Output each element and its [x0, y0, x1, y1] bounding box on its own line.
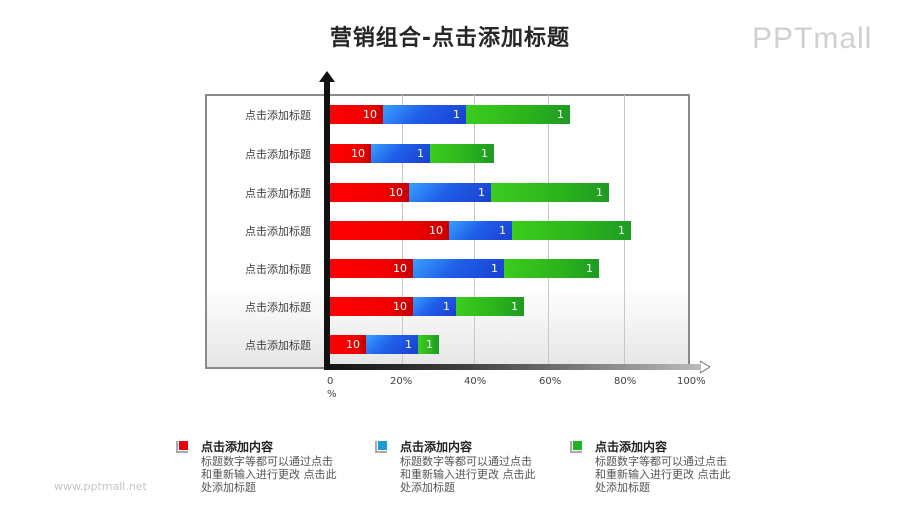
bar-segment-label: 1 — [481, 147, 488, 160]
legend-title: 点击添加内容 — [595, 440, 668, 454]
bar-segment-green[interactable]: 1 — [418, 335, 439, 354]
row-label: 点击添加标题 — [245, 148, 311, 161]
x-tick-20: 20% — [390, 376, 413, 387]
stacked-bar[interactable]: 10 1 1 — [330, 297, 524, 316]
row-label: 点击添加标题 — [245, 109, 311, 122]
bar-segment-label: 1 — [618, 224, 625, 237]
bar-segment-label: 1 — [426, 338, 433, 351]
bar-segment-green[interactable]: 1 — [512, 221, 631, 240]
row-label: 点击添加标题 — [245, 301, 311, 314]
stacked-bar[interactable]: 10 1 1 — [330, 183, 609, 202]
x-tick-80: 80% — [614, 376, 637, 387]
pptmall-logo: PPTmall — [752, 22, 873, 55]
bar-segment-label: 1 — [443, 300, 450, 313]
bar-segment-red[interactable]: 10 — [330, 259, 413, 278]
bar-segment-blue[interactable]: 1 — [409, 183, 491, 202]
bar-segment-label: 1 — [511, 300, 518, 313]
bar-segment-label: 1 — [557, 108, 564, 121]
x-tick-40: 40% — [464, 376, 487, 387]
bar-segment-green[interactable]: 1 — [456, 297, 524, 316]
legend-description: 标题数字等都可以通过点击和重新输入进行更改 点击此处添加标题 — [201, 455, 337, 494]
bar-segment-green[interactable]: 1 — [466, 105, 570, 124]
row-label: 点击添加标题 — [245, 339, 311, 352]
stacked-bar[interactable]: 10 1 1 — [330, 144, 494, 163]
bar-segment-label: 10 — [346, 338, 360, 351]
footer-url: www.pptmall.net — [54, 480, 147, 493]
bar-segment-blue[interactable]: 1 — [366, 335, 418, 354]
legend-swatch-green-icon — [570, 441, 582, 453]
x-tick-100: 100% — [677, 376, 706, 387]
bar-segment-label: 1 — [405, 338, 412, 351]
bar-segment-red[interactable]: 10 — [330, 297, 413, 316]
bar-segment-label: 1 — [453, 108, 460, 121]
bar-segment-blue[interactable]: 1 — [413, 297, 456, 316]
bar-segment-label: 10 — [393, 300, 407, 313]
stacked-bar[interactable]: 10 1 1 — [330, 259, 599, 278]
legend-swatch-blue-icon — [375, 441, 387, 453]
y-axis — [324, 80, 330, 370]
x-axis — [324, 364, 702, 370]
bar-segment-green[interactable]: 1 — [491, 183, 609, 202]
x-tick-0-value: 0 — [327, 376, 334, 387]
bar-segment-red[interactable]: 10 — [330, 105, 383, 124]
bar-segment-blue[interactable]: 1 — [449, 221, 512, 240]
bar-segment-red[interactable]: 10 — [330, 183, 409, 202]
x-tick-60: 60% — [539, 376, 562, 387]
x-tick-0: 0 % — [327, 376, 337, 400]
legend-description: 标题数字等都可以通过点击和重新输入进行更改 点击此处添加标题 — [400, 455, 536, 494]
row-label: 点击添加标题 — [245, 225, 311, 238]
legend-title: 点击添加内容 — [400, 440, 473, 454]
bar-segment-label: 1 — [586, 262, 593, 275]
x-axis-arrow-icon — [700, 360, 710, 374]
row-label: 点击添加标题 — [245, 187, 311, 200]
bar-segment-label: 10 — [429, 224, 443, 237]
bar-segment-blue[interactable]: 1 — [383, 105, 466, 124]
bar-segment-label: 1 — [596, 186, 603, 199]
stacked-bar[interactable]: 10 1 1 — [330, 105, 570, 124]
stacked-bar[interactable]: 10 1 1 — [330, 335, 439, 354]
legend-description: 标题数字等都可以通过点击和重新输入进行更改 点击此处添加标题 — [595, 455, 731, 494]
bar-segment-green[interactable]: 1 — [430, 144, 494, 163]
legend-title: 点击添加内容 — [201, 440, 274, 454]
bar-segment-label: 10 — [393, 262, 407, 275]
page-title: 营销组合-点击添加标题 — [329, 26, 571, 51]
bar-segment-red[interactable]: 10 — [330, 335, 366, 354]
legend-swatch-red-icon — [176, 441, 188, 453]
bar-segment-label: 1 — [478, 186, 485, 199]
stacked-bar[interactable]: 10 1 1 — [330, 221, 631, 240]
x-tick-0-unit: % — [327, 389, 337, 400]
bar-segment-label: 10 — [389, 186, 403, 199]
bar-segment-label: 1 — [491, 262, 498, 275]
bar-segment-label: 1 — [417, 147, 424, 160]
bar-segment-red[interactable]: 10 — [330, 221, 449, 240]
bar-segment-green[interactable]: 1 — [504, 259, 599, 278]
y-axis-arrow-icon — [319, 71, 335, 82]
bar-segment-label: 10 — [351, 147, 365, 160]
bar-segment-blue[interactable]: 1 — [371, 144, 430, 163]
bar-segment-label: 1 — [499, 224, 506, 237]
bar-segment-red[interactable]: 10 — [330, 144, 371, 163]
bar-segment-label: 10 — [363, 108, 377, 121]
row-label: 点击添加标题 — [245, 263, 311, 276]
bar-segment-blue[interactable]: 1 — [413, 259, 504, 278]
